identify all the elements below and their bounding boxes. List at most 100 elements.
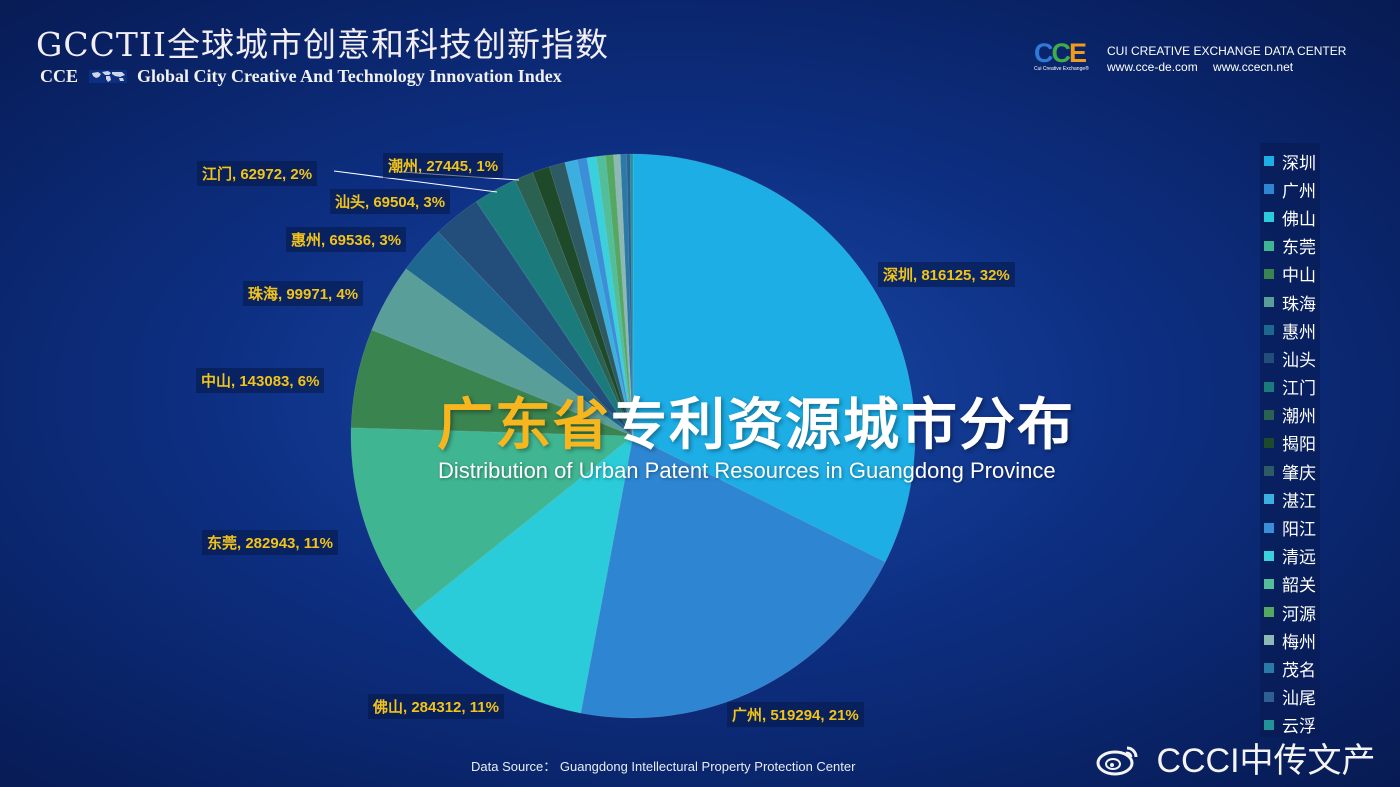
slice-label-中山: 中山, 143083, 6% (196, 368, 325, 393)
pie-slice-广州 (580, 435, 886, 719)
pie-slice-阳江 (576, 157, 634, 437)
pie-slice-珠海 (371, 268, 634, 437)
website-links: www.cce-de.com www.ccecn.net (1107, 60, 1305, 74)
legend-label: 清远 (1282, 548, 1316, 568)
legend-label: 佛山 (1282, 209, 1316, 229)
page-title-en: CCE Global City Creative And Technology … (40, 66, 562, 88)
legend-item-潮州: 潮州 (1264, 401, 1320, 429)
legend-label: 东莞 (1282, 238, 1316, 258)
legend-swatch (1264, 268, 1274, 279)
legend-swatch (1264, 635, 1274, 646)
legend-label: 深圳 (1282, 153, 1316, 173)
legend-swatch (1264, 325, 1274, 336)
legend-swatch (1264, 353, 1274, 364)
pie-slice-河源 (605, 154, 634, 437)
legend-label: 惠州 (1282, 322, 1316, 342)
world-map-icon (88, 67, 127, 88)
legend-label: 阳江 (1282, 520, 1316, 540)
legend-swatch (1264, 691, 1274, 702)
chart-title-en: Distribution of Urban Patent Resources i… (438, 458, 1056, 483)
legend-label: 潮州 (1282, 407, 1316, 427)
legend-swatch (1264, 494, 1274, 505)
slice-label-深圳: 深圳, 816125, 32% (878, 262, 1015, 287)
legend-item-河源: 河源 (1264, 598, 1320, 626)
legend-label: 云浮 (1282, 717, 1316, 737)
legend-swatch (1264, 522, 1274, 533)
legend-item-惠州: 惠州 (1264, 316, 1320, 344)
legend-label: 汕尾 (1282, 689, 1316, 709)
pie-slice-佛山 (412, 435, 634, 714)
slice-label-广州: 广州, 519294, 21% (727, 702, 864, 727)
chart-title-cn: 广东省专利资源城市分布 (437, 380, 1075, 461)
legend-swatch (1264, 719, 1274, 730)
legend-item-肇庆: 肇庆 (1264, 457, 1320, 485)
legend-swatch (1264, 578, 1274, 589)
legend-label: 湛江 (1282, 491, 1316, 511)
weibo-icon (1095, 742, 1141, 785)
slice-label-惠州: 惠州, 69536, 3% (286, 227, 407, 252)
slice-label-珠海: 珠海, 99971, 4% (243, 281, 364, 306)
legend-swatch (1264, 240, 1274, 251)
pie-slice-肇庆 (548, 162, 634, 437)
legend-swatch (1264, 297, 1274, 308)
legend-item-汕头: 汕头 (1264, 344, 1320, 372)
legend-item-深圳: 深圳 (1264, 147, 1320, 175)
chart-legend: 深圳 广州 佛山 东莞 中山 珠海 惠州 汕头 江门 潮州 揭阳 肇庆 湛江 阳江 清远 韶关 河源 梅州 茂名 汕尾… (1260, 143, 1320, 737)
title-en-text: Global City Creative And Technology Inno… (137, 66, 562, 86)
chart-title-highlight: 广东省 (437, 393, 611, 456)
legend-swatch (1264, 607, 1274, 618)
legend-item-东莞: 东莞 (1264, 232, 1320, 260)
legend-swatch (1264, 550, 1274, 561)
legend-label: 中山 (1282, 266, 1316, 286)
legend-item-茂名: 茂名 (1264, 654, 1320, 682)
pie-slice-中山 (350, 329, 634, 437)
legend-swatch (1264, 184, 1274, 195)
cce-logo: CCE (1034, 38, 1087, 68)
weibo-watermark: CCCI中传文产 (1095, 733, 1376, 785)
pie-slice-清远 (586, 156, 634, 437)
pie-slice-湛江 (564, 159, 634, 437)
legend-item-珠海: 珠海 (1264, 288, 1320, 316)
legend-item-清远: 清远 (1264, 542, 1320, 570)
legend-label: 珠海 (1282, 294, 1316, 314)
legend-swatch (1264, 663, 1274, 674)
legend-swatch (1264, 381, 1274, 392)
page-title-cn: GCCTII全球城市创意和科技创新指数 (36, 25, 609, 64)
site-link-1[interactable]: www.cce-de.com (1107, 60, 1198, 74)
legend-swatch (1264, 212, 1274, 223)
pie-slice-东莞 (350, 427, 634, 613)
legend-item-阳江: 阳江 (1264, 513, 1320, 541)
pie-slice-茂名 (620, 153, 634, 437)
logo-subtitle: Cui Creative Exchange® (1034, 66, 1089, 72)
brand-block: CCE Cui Creative Exchange® CUI CREATIVE … (1034, 38, 1346, 78)
pie-slice-汕尾 (626, 153, 634, 437)
legend-swatch (1264, 437, 1274, 448)
pie-slice-惠州 (405, 231, 634, 437)
slice-label-佛山: 佛山, 284312, 11% (368, 694, 504, 719)
legend-item-湛江: 湛江 (1264, 485, 1320, 513)
pie-slice-揭阳 (532, 166, 634, 437)
legend-swatch (1264, 409, 1274, 420)
pie-slice-深圳 (632, 153, 916, 563)
title-prefix: CCE (40, 66, 79, 86)
pie-slice-梅州 (613, 153, 634, 437)
slice-label-汕头: 汕头, 69504, 3% (330, 189, 451, 214)
legend-label: 江门 (1282, 379, 1316, 399)
site-link-2[interactable]: www.ccecn.net (1213, 60, 1294, 74)
slice-label-东莞: 东莞, 282943, 11% (202, 530, 338, 555)
legend-label: 茂名 (1282, 660, 1316, 680)
watermark-text: CCCI中传文产 (1156, 742, 1376, 780)
legend-label: 河源 (1282, 604, 1316, 624)
legend-item-佛山: 佛山 (1264, 203, 1320, 231)
legend-item-广州: 广州 (1264, 175, 1320, 203)
data-source: Data Source： Guangdong Intellectural Pro… (471, 759, 856, 774)
legend-label: 韶关 (1282, 576, 1316, 596)
legend-item-韶关: 韶关 (1264, 570, 1320, 598)
legend-item-梅州: 梅州 (1264, 626, 1320, 654)
legend-swatch (1264, 466, 1274, 477)
legend-item-中山: 中山 (1264, 260, 1320, 288)
legend-item-云浮: 云浮 (1264, 711, 1320, 739)
legend-item-汕尾: 汕尾 (1264, 683, 1320, 711)
legend-item-江门: 江门 (1264, 373, 1320, 401)
